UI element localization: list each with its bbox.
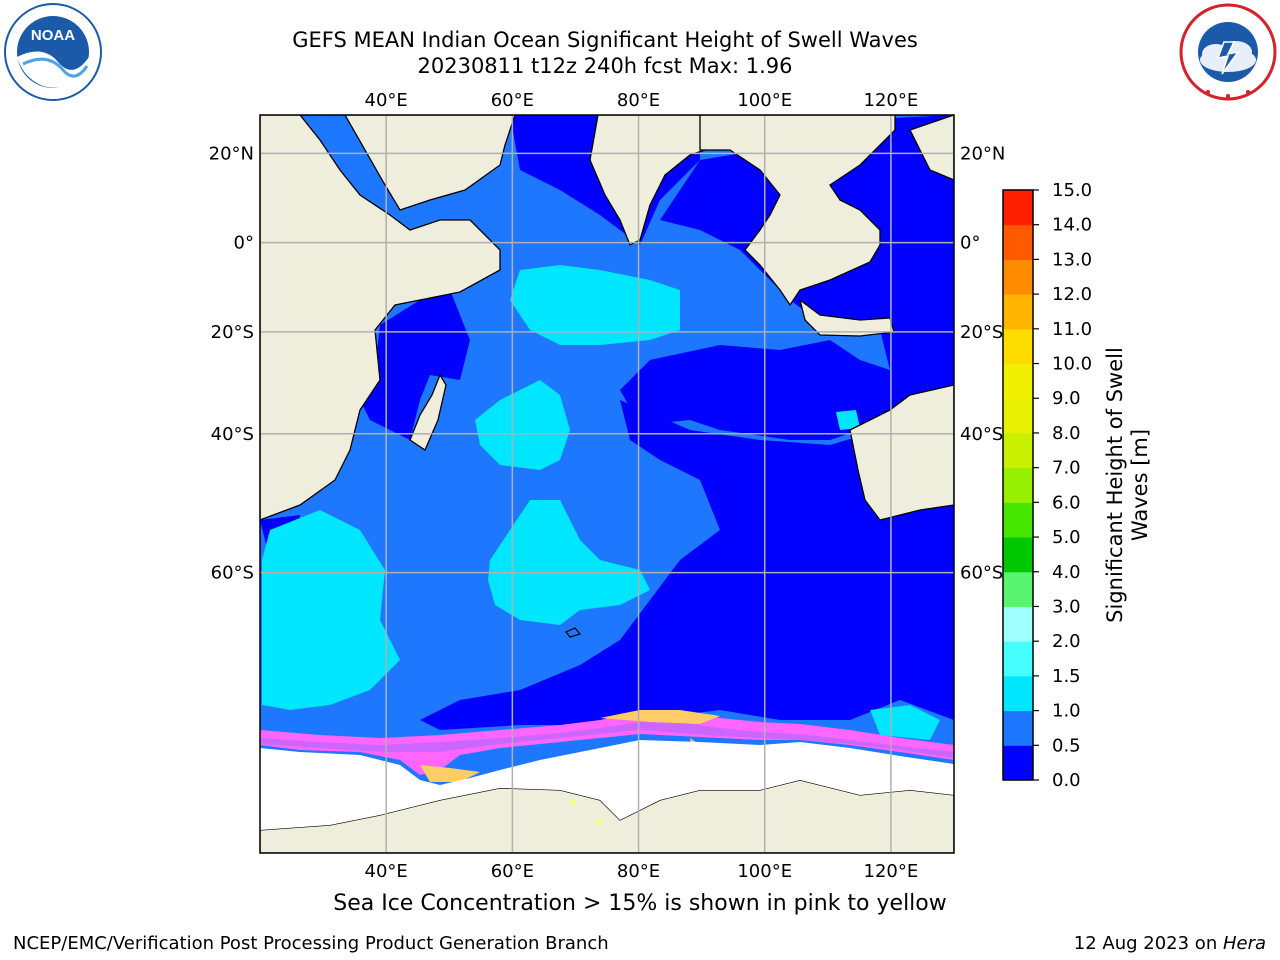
date-text: 12 Aug 2023 on — [1073, 933, 1223, 954]
colorbar: 0.0 0.5 1.0 1.5 2.0 3.0 4.0 5.0 6.0 7.0 8.0 9.0 10.0… — [1002, 180, 1092, 791]
colorbar-swatch — [1003, 398, 1033, 434]
lat-tick-label-right: 60°S — [960, 563, 1003, 584]
colorbar-title: Significant Height of Swell Waves [m] — [1103, 285, 1153, 685]
land-masses — [260, 115, 954, 853]
colorbar-tick-label: 15.0 — [1052, 180, 1092, 201]
noaa-logo: NOAA — [4, 3, 102, 101]
colorbar-title-line2: Waves [m] — [1128, 428, 1152, 542]
colorbar-tick-label: 13.0 — [1052, 249, 1092, 270]
sea-ice-caption: Sea Ice Concentration > 15% is shown in … — [333, 891, 947, 916]
colorbar-swatch — [1003, 190, 1033, 226]
lon-tick-label-top: 80°E — [617, 90, 660, 111]
chart-title: GEFS MEAN Indian Ocean Significant Heigh… — [292, 28, 918, 52]
map-frame — [259, 114, 955, 854]
lat-tick-label-left: 20°S — [211, 322, 254, 343]
lat-tick-label-right: 40°S — [960, 424, 1003, 445]
lon-tick-label-top: 120°E — [864, 90, 919, 111]
colorbar-tick-label: 1.5 — [1052, 666, 1081, 687]
colorbar-swatch — [1003, 641, 1033, 677]
swell-mid-regions — [262, 265, 940, 740]
colorbar-tick-label: 3.0 — [1052, 596, 1081, 617]
lon-tick-label-bottom: 80°E — [617, 861, 660, 882]
credit-line: NCEP/EMC/Verification Post Processing Pr… — [13, 933, 609, 954]
lon-tick-label-bottom: 100°E — [737, 861, 792, 882]
colorbar-swatch — [1003, 710, 1033, 746]
star-icons — [1206, 90, 1250, 98]
colorbar-swatch — [1003, 328, 1033, 365]
colorbar-tick-label: 0.0 — [1052, 770, 1081, 791]
sea-ice-band — [260, 710, 954, 826]
date-line: 12 Aug 2023 on Hera — [1074, 933, 1266, 954]
colorbar-tick-label: 5.0 — [1052, 527, 1081, 548]
colorbar-tick-label: 8.0 — [1052, 423, 1081, 444]
lat-tick-label-right: 20°N — [960, 143, 1005, 164]
colorbar-swatch — [1003, 224, 1033, 260]
colorbar-tick-label: 10.0 — [1052, 354, 1092, 375]
colorbar-tick-label: 9.0 — [1052, 388, 1081, 409]
colorbar-swatch — [1003, 294, 1033, 330]
lat-tick-label-right: 20°S — [960, 322, 1003, 343]
lon-tick-label-bottom: 60°E — [491, 861, 534, 882]
colorbar-title-line1: Significant Height of Swell — [1103, 347, 1127, 623]
lat-tick-label-right: 0° — [960, 233, 980, 254]
colorbar-tick-label: 4.0 — [1052, 562, 1081, 583]
map-area — [260, 115, 954, 853]
lat-tick-label-left: 0° — [234, 233, 254, 254]
colorbar-swatch — [1003, 537, 1033, 573]
map-tick-labels: 40°E 40°E 60°E 60°E 80°E 80°E 100°E 100°E 120°E 1… — [209, 90, 1006, 882]
nws-logo — [1179, 3, 1277, 101]
gridlines — [260, 115, 954, 853]
lon-tick-label-top: 60°E — [491, 90, 534, 111]
machine-name: Hera — [1222, 933, 1266, 954]
lat-tick-label-left: 40°S — [211, 424, 254, 445]
colorbar-tick-label: 2.0 — [1052, 631, 1081, 652]
lat-tick-label-left: 60°S — [211, 563, 254, 584]
colorbar-tick-label: 1.0 — [1052, 701, 1081, 722]
sea-ice-interior — [260, 740, 954, 830]
colorbar-tick-label: 6.0 — [1052, 492, 1081, 513]
colorbar-swatch — [1003, 259, 1033, 295]
colorbar-swatch — [1003, 745, 1033, 781]
colorbar-swatch — [1003, 467, 1033, 503]
colorbar-tick-label: 7.0 — [1052, 458, 1081, 479]
colorbar-swatch — [1003, 675, 1033, 712]
colorbar-swatch — [1003, 606, 1033, 642]
colorbar-tick-label: 11.0 — [1052, 319, 1092, 340]
chart-subtitle: 20230811 t12z 240h fcst Max: 1.96 — [417, 54, 793, 78]
noaa-logo-text: NOAA — [31, 27, 75, 44]
colorbar-swatch — [1003, 363, 1033, 399]
colorbar-frame — [1002, 189, 1034, 781]
colorbar-swatch — [1003, 502, 1033, 538]
lon-tick-label-bottom: 40°E — [365, 861, 408, 882]
colorbar-swatch — [1003, 432, 1033, 469]
colorbar-tick-label: 0.5 — [1052, 735, 1081, 756]
colorbar-tick-label: 12.0 — [1052, 284, 1092, 305]
lon-tick-label-top: 40°E — [365, 90, 408, 111]
colorbar-swatch — [1003, 571, 1033, 607]
kerguelen-island — [565, 627, 582, 638]
colorbar-tick-label: 14.0 — [1052, 215, 1092, 236]
lon-tick-label-top: 100°E — [737, 90, 792, 111]
lat-tick-label-left: 20°N — [209, 143, 254, 164]
lon-tick-label-bottom: 120°E — [864, 861, 919, 882]
